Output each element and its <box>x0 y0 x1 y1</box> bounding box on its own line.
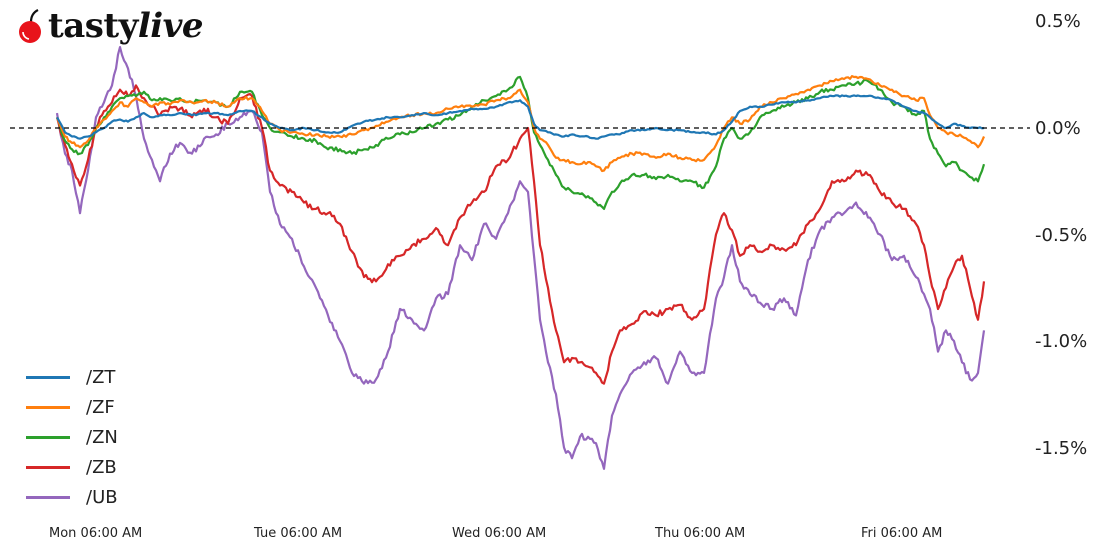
legend-item-zt: /ZT <box>26 362 118 392</box>
series-line-zt <box>56 94 985 140</box>
cherry-icon <box>19 9 41 43</box>
legend-item-zf: /ZF <box>26 392 118 422</box>
legend-item-zb: /ZB <box>26 452 118 482</box>
y-tick-label: 0.5% <box>1035 11 1081 32</box>
legend-label: /ZF <box>86 396 115 418</box>
y-tick-label: 0.0% <box>1035 118 1081 139</box>
legend-item-zn: /ZN <box>26 422 118 452</box>
x-tick-label: Wed 06:00 AM <box>452 526 547 541</box>
legend-line-ub <box>26 495 70 499</box>
brand-name-tasty: tasty <box>48 6 138 46</box>
brand-name-live: live <box>137 6 204 46</box>
legend-label: /UB <box>86 486 118 508</box>
chart-legend: /ZT /ZF /ZN /ZB /UB <box>26 362 118 512</box>
x-tick-label: Fri 06:00 AM <box>861 526 943 541</box>
x-tick-label: Thu 06:00 AM <box>655 526 746 541</box>
series-line-zb <box>55 84 986 385</box>
legend-label: /ZT <box>86 366 116 388</box>
legend-line-zt <box>26 375 70 379</box>
brand-name: tastylive <box>48 6 204 46</box>
y-tick-label: -1.0% <box>1035 331 1088 352</box>
x-tick-label: Tue 06:00 AM <box>254 526 343 541</box>
legend-label: /ZB <box>86 456 117 478</box>
series-line-ub <box>55 45 986 470</box>
tastylive-logo: tastylive <box>14 6 204 46</box>
legend-line-zb <box>26 465 70 469</box>
x-tick-label: Mon 06:00 AM <box>49 526 143 541</box>
series-line-zf <box>55 74 986 173</box>
series-layer <box>55 45 986 470</box>
y-tick-label: -0.5% <box>1035 225 1088 246</box>
legend-item-ub: /UB <box>26 482 118 512</box>
legend-line-zf <box>26 405 70 409</box>
legend-label: /ZN <box>86 426 118 448</box>
y-tick-label: -1.5% <box>1035 438 1088 459</box>
legend-line-zn <box>26 435 70 439</box>
